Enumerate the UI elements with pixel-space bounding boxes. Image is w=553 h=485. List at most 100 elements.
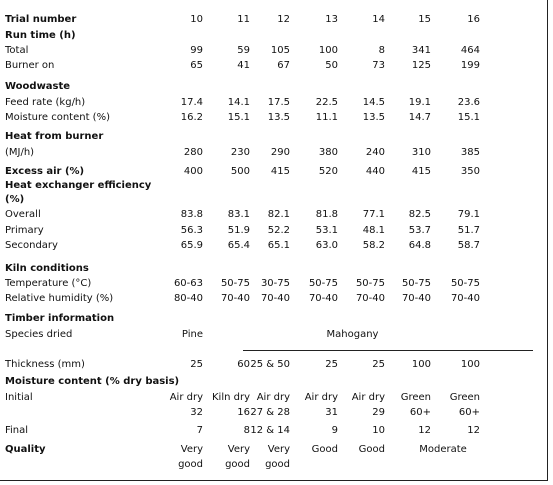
cell: 22.5 — [315, 97, 338, 108]
cell: 17.4 — [180, 97, 203, 108]
cell: 280 — [183, 147, 203, 158]
row-heading: Excess air (%) — [5, 166, 85, 177]
cell: 8 — [243, 425, 250, 436]
cell: 25 — [190, 359, 203, 370]
cell-line: Kiln dry — [211, 392, 250, 403]
cell: 9 — [331, 425, 338, 436]
row-heading: Timber information — [5, 313, 115, 324]
cell: 50-75 — [220, 278, 250, 289]
row-heading: Quality — [5, 444, 46, 455]
cell: 67 — [277, 60, 290, 71]
row-label: Temperature (°C) — [5, 278, 92, 289]
row-heading: Woodwaste — [5, 81, 71, 92]
cell: 14.5 — [362, 97, 385, 108]
cell: 83.1 — [227, 209, 250, 220]
row-heading: Heat exchanger efficiency — [5, 180, 152, 191]
cell: 59 — [237, 45, 250, 56]
cell: 73 — [372, 60, 385, 71]
row-label: Total — [5, 45, 29, 56]
cell: 65 — [190, 60, 203, 71]
spanning-cell: Moderate — [419, 444, 467, 455]
cell: Good — [311, 444, 338, 455]
cell: 464 — [460, 45, 480, 56]
cell-line: 29 — [372, 407, 385, 418]
cell: 105 — [270, 45, 290, 56]
cell-line: Very — [267, 444, 290, 455]
row-heading: Trial number — [5, 14, 77, 25]
cell: 199 — [460, 60, 480, 71]
cell: 12 — [467, 425, 480, 436]
cell: 52.2 — [267, 225, 290, 236]
cell: 16.2 — [180, 112, 203, 123]
cell-line: 60+ — [458, 407, 480, 418]
cell: 70-40 — [220, 293, 250, 304]
cell: 50-75 — [355, 278, 385, 289]
cell: 51.9 — [227, 225, 250, 236]
cell: 65.4 — [227, 240, 250, 251]
cell: 70-40 — [355, 293, 385, 304]
cell: 310 — [411, 147, 431, 158]
cell: 56.3 — [180, 225, 203, 236]
cell: 60 — [237, 359, 250, 370]
cell: 11 — [237, 14, 250, 25]
cell: 63.0 — [315, 240, 338, 251]
cell: 58.7 — [457, 240, 480, 251]
cell: 415 — [411, 166, 431, 177]
cell: 51.7 — [457, 225, 480, 236]
cell: 415 — [270, 166, 290, 177]
cell: 50-75 — [401, 278, 431, 289]
cell: 14.1 — [227, 97, 250, 108]
cell: 83.8 — [180, 209, 203, 220]
cell: 15.1 — [457, 112, 480, 123]
cell: 13.5 — [362, 112, 385, 123]
cell: 48.1 — [362, 225, 385, 236]
cell: 100 — [460, 359, 480, 370]
spanning-cell: Mahogany — [326, 329, 379, 340]
border-bottom — [0, 480, 548, 481]
cell: 14 — [372, 14, 385, 25]
row-label: Species dried — [5, 329, 73, 340]
row-label: Overall — [5, 209, 41, 220]
cell: 14.7 — [408, 112, 431, 123]
cell: 70-40 — [260, 293, 290, 304]
cell: Good — [358, 444, 385, 455]
cell: 385 — [460, 147, 480, 158]
cell: 341 — [411, 45, 431, 56]
cell: 41 — [237, 60, 250, 71]
cell: 8 — [378, 45, 385, 56]
cell: 12 — [277, 14, 290, 25]
cell: 65.9 — [180, 240, 203, 251]
cell: 19.1 — [408, 97, 431, 108]
cell: 100 — [411, 359, 431, 370]
cell: 12 — [418, 425, 431, 436]
cell-line: Green — [400, 392, 431, 403]
row-label: Burner on — [5, 60, 55, 71]
row-label: Secondary — [5, 240, 58, 251]
cell: 16 — [467, 14, 480, 25]
cell: 70-40 — [308, 293, 338, 304]
cell: 79.1 — [457, 209, 480, 220]
cell: 70-40 — [450, 293, 480, 304]
cell: 64.8 — [408, 240, 431, 251]
row-label: (MJ/h) — [5, 147, 35, 158]
cell: 50 — [325, 60, 338, 71]
row-heading: Heat from burner — [5, 131, 104, 142]
cell: 230 — [230, 147, 250, 158]
cell: 7 — [196, 425, 203, 436]
cell-line: 16 — [237, 407, 250, 418]
cell: 53.1 — [315, 225, 338, 236]
cell: 80-40 — [173, 293, 203, 304]
cell: 12 & 14 — [250, 425, 290, 436]
cell: 240 — [365, 147, 385, 158]
cell: 440 — [365, 166, 385, 177]
row-label: Feed rate (kg/h) — [5, 97, 86, 108]
cell-line: Air dry — [169, 392, 203, 403]
row-label: Moisture content (%) — [5, 112, 110, 123]
cell: 65.1 — [267, 240, 290, 251]
cell-line: 60+ — [409, 407, 431, 418]
cell: 25 & 50 — [250, 359, 290, 370]
row-heading: Run time (h) — [5, 30, 76, 41]
species-underline — [243, 350, 533, 351]
cell: 15.1 — [227, 112, 250, 123]
